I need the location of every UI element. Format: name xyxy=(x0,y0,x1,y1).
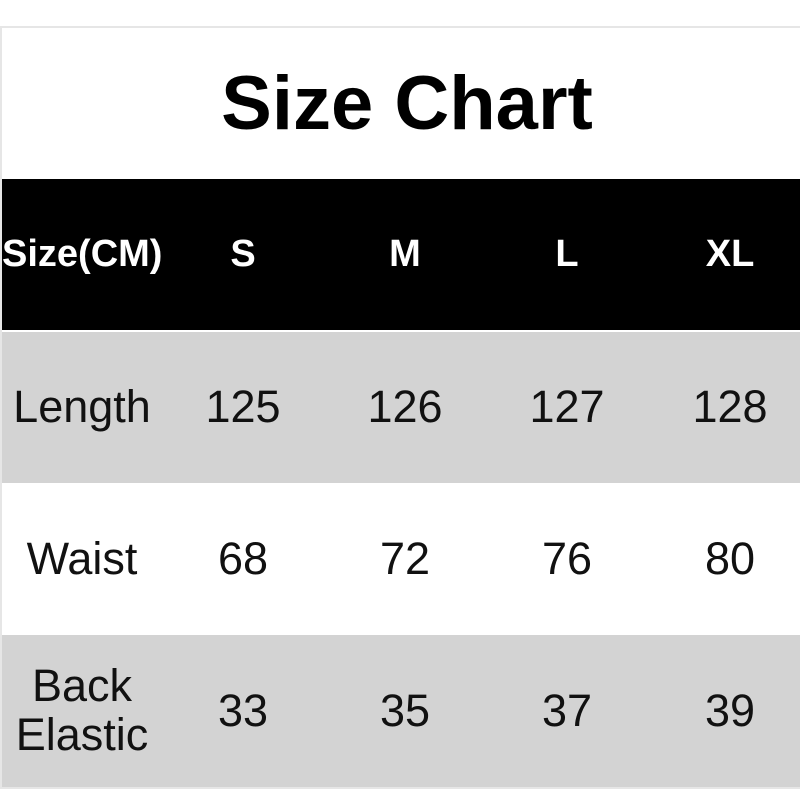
cell-value: 35 xyxy=(324,635,486,787)
size-chart-title: Size Chart xyxy=(221,61,593,146)
cell-value: 128 xyxy=(648,331,800,483)
cell-value: 127 xyxy=(486,331,648,483)
cell-value: 126 xyxy=(324,331,486,483)
header-size-cm: Size(CM) xyxy=(2,179,162,332)
cell-value: 72 xyxy=(324,483,486,635)
header-l: L xyxy=(486,179,648,332)
cell-value: 68 xyxy=(162,483,324,635)
cell-value: 76 xyxy=(486,483,648,635)
size-chart-card: Size Chart Size(CM) S M L XL Length 125 … xyxy=(0,26,800,789)
row-label: Waist xyxy=(2,483,162,635)
header-s: S xyxy=(162,179,324,332)
size-table: Size(CM) S M L XL Length 125 126 127 128… xyxy=(2,179,800,787)
row-label: Length xyxy=(2,331,162,483)
cell-value: 37 xyxy=(486,635,648,787)
row-back-elastic: Back Elastic 33 35 37 39 xyxy=(2,635,800,787)
table-header-row: Size(CM) S M L XL xyxy=(2,179,800,332)
row-length: Length 125 126 127 128 xyxy=(2,331,800,483)
cell-value: 80 xyxy=(648,483,800,635)
cell-value: 125 xyxy=(162,331,324,483)
row-waist: Waist 68 72 76 80 xyxy=(2,483,800,635)
header-xl: XL xyxy=(648,179,800,332)
cell-value: 33 xyxy=(162,635,324,787)
cell-value: 39 xyxy=(648,635,800,787)
header-m: M xyxy=(324,179,486,332)
row-label: Back Elastic xyxy=(2,635,162,787)
